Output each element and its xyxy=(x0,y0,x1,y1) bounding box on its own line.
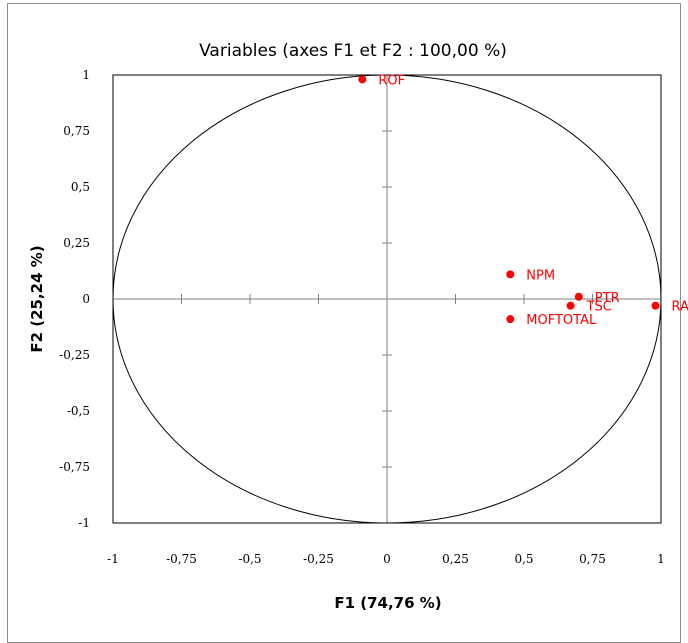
y-tick-label: 0,5 xyxy=(71,180,90,194)
x-tick-labels: -1 -0,75 -0,5 -0,25 0 0,25 0,5 0,75 1 xyxy=(107,552,665,566)
chart-frame xyxy=(7,3,681,643)
y-tick-label: 1 xyxy=(82,68,90,82)
point-ptr xyxy=(574,292,583,301)
point-npm xyxy=(506,270,515,279)
point-label-rof: ROF xyxy=(378,73,405,88)
point-label-ra: RA xyxy=(672,300,688,315)
point-label-ptr: PTR xyxy=(595,291,620,306)
x-tick-label: 0,5 xyxy=(514,552,533,566)
x-tick-label: -1 xyxy=(107,552,119,566)
pca-variables-chart: Variables (axes F1 et F2 : 100,00 %) -1-… xyxy=(28,41,688,612)
x-axis-title: F1 (74,76 %) xyxy=(334,594,441,612)
point-ra xyxy=(651,301,660,310)
x-tick-label: 0 xyxy=(383,552,391,566)
point-label-moftotal: MOFTOTAL xyxy=(526,313,597,328)
y-tick-label: -0,5 xyxy=(67,404,90,418)
y-tick-label: -0,75 xyxy=(59,460,90,474)
axes-group xyxy=(112,74,662,524)
y-tick-label: 0 xyxy=(82,292,90,306)
x-tick-label: 1 xyxy=(657,552,665,566)
x-tick-label: -0,5 xyxy=(238,552,261,566)
point-tsc xyxy=(566,301,575,310)
y-tick-label: 0,25 xyxy=(63,236,90,250)
x-tick-label: 0,25 xyxy=(442,552,469,566)
y-tick-label: -0,25 xyxy=(59,348,90,362)
y-axis-title: F2 (25,24 %) xyxy=(28,245,46,352)
x-tick-label: 0,75 xyxy=(579,552,606,566)
correlation-circle xyxy=(112,74,662,524)
point-label-tsc: TSC xyxy=(586,300,612,315)
x-tick-label: -0,25 xyxy=(303,552,334,566)
y-tick-label: 0,75 xyxy=(63,124,90,138)
y-tick-labels: 1 0,75 0,5 0,25 0 -0,25 -0,5 -0,75 -1 xyxy=(59,68,90,530)
point-rof xyxy=(358,75,367,84)
point-label-npm: NPM xyxy=(526,268,555,283)
point-moftotal xyxy=(506,315,515,324)
chart-title: Variables (axes F1 et F2 : 100,00 %) xyxy=(199,41,507,61)
x-tick-label: -0,75 xyxy=(166,552,197,566)
y-tick-label: -1 xyxy=(78,516,90,530)
